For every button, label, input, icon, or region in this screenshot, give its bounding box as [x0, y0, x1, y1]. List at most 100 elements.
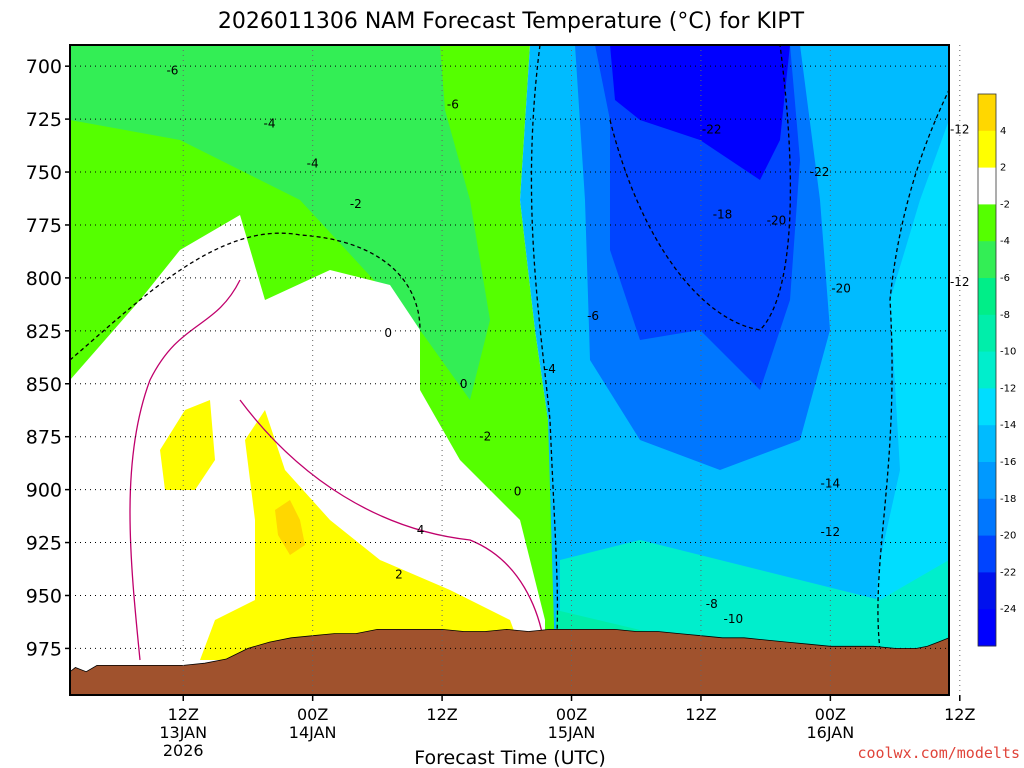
colorbar-swatch [978, 130, 996, 169]
contour-label: -20 [831, 281, 851, 295]
contour-label: -22 [702, 123, 722, 137]
mid-cold-band [870, 45, 949, 660]
contour-label: -2 [350, 197, 362, 211]
contour-label: 0 [460, 377, 468, 391]
colorbar-swatch [978, 167, 996, 205]
colorbar-level-label: -10 [1000, 347, 1016, 358]
colorbar-swatch [978, 572, 996, 610]
contour-label: -4 [264, 116, 276, 130]
x-tick-label: 13JAN [159, 723, 207, 742]
temperature-fields [70, 45, 949, 695]
y-tick-label: 725 [26, 109, 62, 131]
colorbar-level-label: -12 [1000, 383, 1016, 394]
y-tick-label: 775 [26, 215, 62, 237]
contour-label: -6 [166, 63, 178, 77]
y-tick-label: 800 [26, 268, 62, 290]
y-tick-label: 975 [26, 638, 62, 660]
contour-label: -12 [821, 525, 841, 539]
colorbar-swatch [978, 609, 996, 647]
colorbar-swatch [978, 388, 996, 426]
colorbar-swatch [978, 314, 996, 353]
x-tick-label: 00Z [297, 705, 328, 724]
contour-label: -20 [767, 214, 787, 228]
y-tick-label: 700 [26, 56, 62, 78]
warm-yellow-region [200, 410, 525, 660]
colorbar-level-label: -18 [1000, 494, 1016, 505]
warmest-gold-cell [275, 500, 305, 555]
colorbar-level-label: -14 [1000, 420, 1016, 431]
plot-frame [69, 44, 950, 696]
colorbar-level-label: -20 [1000, 531, 1016, 542]
credit-text: coolwx.com/modelts [857, 744, 1020, 762]
y-tick-label: 950 [26, 585, 62, 607]
y-tick-label: 875 [26, 427, 62, 449]
x-tick-label: 12Z [168, 705, 199, 724]
contour-label: -22 [810, 165, 830, 179]
upper-green-band [70, 45, 490, 400]
minus-twelve-isotherm [877, 89, 949, 651]
contour-label: -10 [723, 612, 743, 626]
colorbar-swatch [978, 425, 996, 463]
contour-label: 0 [384, 326, 392, 340]
colorbar-swatch [978, 204, 996, 242]
contour-label: 4 [417, 523, 425, 537]
contour-label: -6 [447, 97, 459, 111]
colorbar-level-label: -24 [1000, 604, 1016, 615]
x-tick-label: 12Z [426, 705, 457, 724]
warm-yellow-island [160, 400, 215, 490]
y-tick-label: 925 [26, 533, 62, 555]
x-tick-label: 16JAN [807, 723, 855, 742]
contour-label: -14 [821, 476, 841, 490]
colorbar-swatch [978, 535, 996, 573]
lower-cyan-band [560, 540, 949, 660]
minus-six-isotherm [530, 45, 559, 651]
contour-label: -12 [950, 275, 970, 289]
x-tick-label: 2026 [163, 741, 204, 760]
y-tick-label: 900 [26, 480, 62, 502]
x-tick-label: 12Z [685, 705, 716, 724]
contour-label: -2 [479, 430, 491, 444]
colorbar: 4 2 -2 -4 -6 -8 -10 -12 -14 -16 -18 -20 -22 -24 [977, 93, 1016, 647]
contour-label: -6 [587, 309, 599, 323]
pressure-axis: 700 725 750 775 800 825 850 875 900 925 950 975 [26, 56, 70, 660]
colorbar-swatch [978, 241, 996, 279]
chart-title: 2026011306 NAM Forecast Temperature (°C)… [218, 9, 805, 34]
colorbar-swatch [978, 351, 996, 389]
colorbar-level-label: -16 [1000, 457, 1016, 468]
colorbar-level-label: -2 [1000, 199, 1010, 210]
x-tick-label: 00Z [815, 705, 846, 724]
y-tick-label: 850 [26, 374, 62, 396]
colorbar-frame [977, 93, 997, 647]
contour-label: -4 [307, 157, 319, 171]
x-tick-label: 15JAN [548, 723, 596, 742]
contour-label: 0 [514, 485, 522, 499]
colorbar-swatch [978, 498, 996, 537]
contour-label: -4 [544, 362, 556, 376]
colorbar-level-label: -4 [1000, 236, 1010, 247]
x-axis-label: Forecast Time (UTC) [414, 747, 605, 768]
y-tick-label: 825 [26, 321, 62, 343]
minus-twenty-isotherm [609, 45, 792, 331]
y-tick-label: 750 [26, 162, 62, 184]
coldest-blue-band [610, 45, 790, 180]
zero-degree-isotherm-left [129, 279, 241, 661]
colorbar-level-label: 2 [1000, 163, 1006, 174]
contour-label: -18 [713, 207, 733, 221]
contour-label: 2 [395, 567, 403, 581]
x-tick-label: 14JAN [289, 723, 337, 742]
colorbar-level-label: 4 [1000, 126, 1006, 137]
colorbar-swatch [978, 94, 996, 132]
zero-degree-isotherm-right [239, 399, 546, 651]
contour-label: -8 [706, 597, 718, 611]
colorbar-level-label: -8 [1000, 310, 1010, 321]
colorbar-level-label: -22 [1000, 567, 1016, 578]
grid-lines [70, 45, 961, 695]
contour-label: -12 [950, 123, 970, 137]
x-tick-label: 12Z [944, 705, 975, 724]
near-freezing-region [70, 215, 545, 660]
colorbar-swatch [978, 278, 996, 316]
